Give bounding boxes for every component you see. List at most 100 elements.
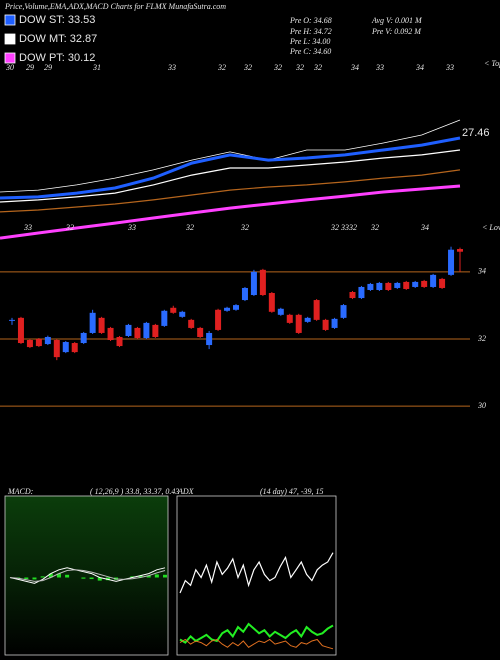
candle-body [286, 314, 293, 323]
histogram-bar [81, 577, 86, 579]
candle-body [188, 319, 195, 328]
legend-swatch [4, 52, 16, 64]
candle-body [277, 308, 284, 315]
series-line [179, 552, 334, 594]
candle-body [44, 336, 51, 345]
candle-body [259, 269, 266, 296]
candle-body [412, 281, 419, 287]
info-text: Pre L: 34.00 [289, 37, 330, 46]
top-label: 32 [313, 63, 322, 72]
candle-body [448, 249, 455, 275]
price-annotation: 27.46 [462, 127, 490, 139]
candle-body [403, 281, 410, 289]
histogram-bar [105, 577, 110, 581]
low-label: 33 [127, 223, 136, 232]
low-label: 33 [340, 223, 349, 232]
histogram-bar [32, 577, 37, 580]
page-title: Price,Volume,EMA,ADX,MACD Charts for FLM… [4, 2, 226, 11]
panel-title: ADX [177, 487, 195, 496]
top-label: 33 [445, 63, 454, 72]
candle-body [179, 311, 186, 317]
top-label: 32 [295, 63, 304, 72]
candle-body [170, 307, 177, 313]
candle-body [125, 324, 132, 336]
panel-title: MACD: [7, 487, 34, 496]
candle-body [421, 280, 428, 287]
top-label: 29 [44, 63, 52, 72]
candle-body [250, 271, 257, 296]
candle-body [62, 342, 69, 353]
histogram-bar [154, 574, 159, 578]
candle-body [313, 300, 320, 320]
panel-subtitle: (14 day) 47, -39, 15 [260, 487, 324, 496]
legend-swatch [4, 33, 16, 45]
top-label: 32 [273, 63, 282, 72]
y-tick-label: 32 [477, 334, 486, 343]
low-label: 34 [420, 223, 429, 232]
candle-body [376, 282, 383, 290]
top-label: 33 [167, 63, 176, 72]
candle-body [134, 327, 141, 338]
histogram-bar [24, 577, 29, 580]
histogram-bar [97, 577, 102, 581]
info-text: Pre C: 34.60 [289, 47, 331, 56]
candle-body [197, 327, 204, 337]
low-label: 32 [65, 223, 74, 232]
tops-label: < Tops [484, 59, 500, 68]
top-label: 30 [5, 63, 14, 72]
info-text: Pre O: 34.68 [289, 16, 332, 25]
series-line [0, 136, 461, 200]
candle-body [304, 317, 311, 322]
series-line [0, 184, 461, 240]
low-label: 33 [23, 223, 32, 232]
candle-body [35, 339, 42, 347]
info-text: Pre H: 34.72 [289, 27, 332, 36]
top-label: 34 [350, 63, 359, 72]
histogram-bar [40, 576, 45, 578]
candle-body [233, 305, 239, 310]
histogram-bar [56, 573, 61, 578]
histogram-bar [65, 574, 70, 578]
candle-body [331, 318, 338, 328]
info-text: Avg V: 0.001 M [371, 16, 423, 25]
low-label: 32 [330, 223, 339, 232]
y-tick-label: 30 [477, 401, 486, 410]
candle-body [385, 282, 392, 290]
top-label: 29 [26, 63, 34, 72]
histogram-bar [146, 575, 151, 578]
candle-body [53, 340, 60, 358]
series-line [0, 169, 461, 213]
series-line [9, 567, 166, 584]
top-label: 33 [375, 63, 384, 72]
candle-body [430, 274, 437, 287]
candle-body [241, 287, 248, 301]
macd-panel [4, 495, 169, 656]
candle-body [71, 343, 78, 353]
candle-body [340, 305, 347, 318]
info-text: Pre V: 0.092 M [371, 27, 422, 36]
legend-swatch [4, 14, 16, 26]
legend-label: DOW ST: 33.53 [19, 14, 95, 26]
top-label: 32 [243, 63, 252, 72]
candle-body [116, 336, 123, 347]
low-label: 32 [185, 223, 194, 232]
legend-label: DOW PT: 30.12 [19, 52, 95, 64]
top-label: 34 [415, 63, 424, 72]
candle-body [152, 324, 159, 337]
legend-label: DOW MT: 32.87 [19, 33, 97, 45]
candle-body [9, 319, 15, 321]
candle-body [322, 319, 329, 330]
candle-body [161, 310, 168, 326]
y-tick-label: 34 [477, 267, 486, 276]
low-label: 32 [370, 223, 379, 232]
histogram-bar [89, 577, 94, 580]
series-line [9, 569, 166, 582]
histogram-bar [163, 574, 167, 578]
panel-subtitle: ( 12,26,9 ) 33.8, 33.37, 0.43 [90, 487, 179, 496]
candle-body [17, 317, 24, 344]
candle-body [394, 282, 401, 288]
series-line [179, 638, 334, 650]
histogram-bar [138, 575, 143, 578]
candle-body [98, 317, 105, 333]
